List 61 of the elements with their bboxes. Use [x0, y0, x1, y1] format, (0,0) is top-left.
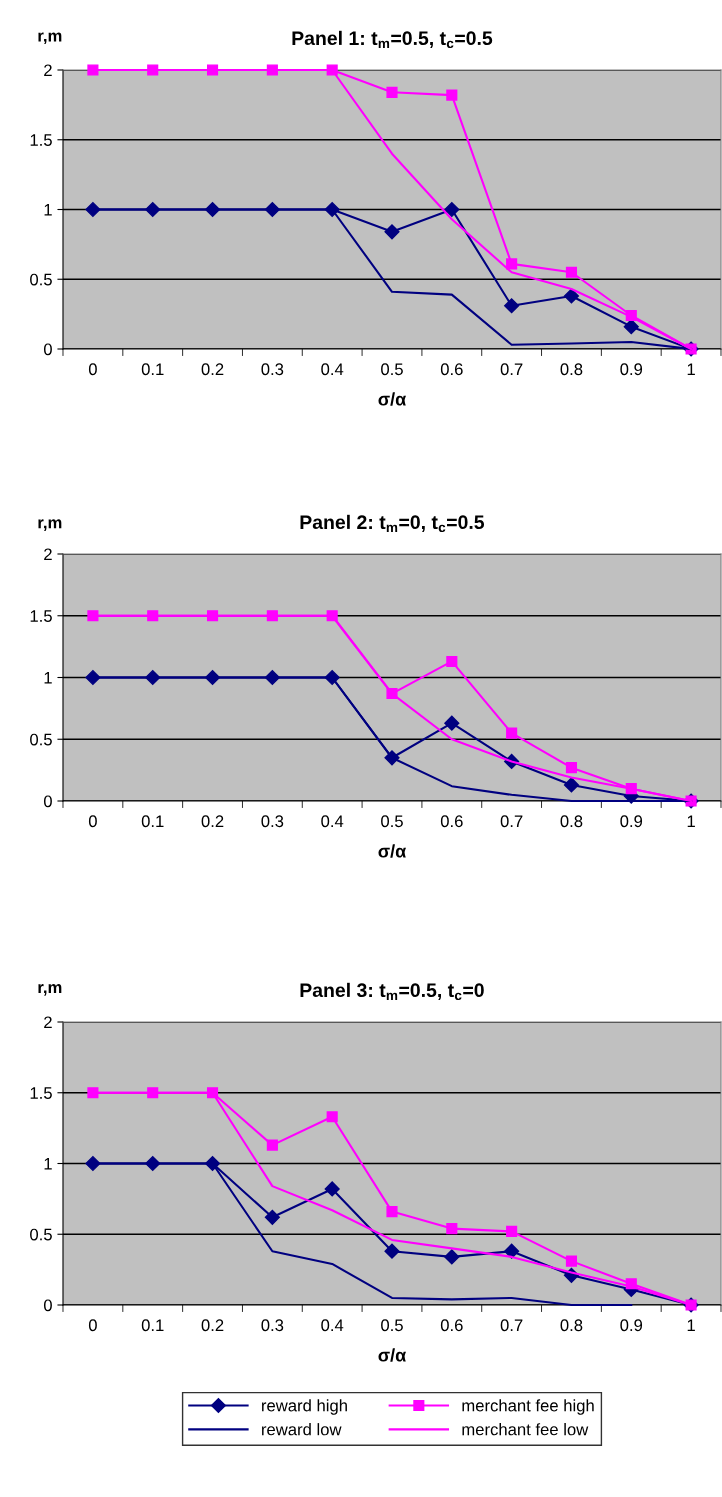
chart-title: Panel 3: t$_{m}$=0.5, t$_{c}$=0: [300, 982, 484, 1001]
y-tick-label: 2: [44, 548, 52, 561]
y-tick-label: 0: [43, 795, 52, 808]
x-tick-label: 0.1: [141, 1319, 164, 1332]
x-tick-label: 0.3: [261, 815, 284, 828]
x-tick-label: 0.6: [440, 815, 463, 828]
x-tick-label: 0.3: [261, 363, 284, 376]
x-tick-label: 0: [88, 363, 97, 376]
x-axis-title: σ/α: [378, 1348, 407, 1362]
x-tick-label: 0.2: [201, 815, 224, 828]
x-tick-label: 0.7: [500, 363, 523, 376]
x-tick-label: 1: [687, 363, 695, 375]
x-tick-label: 0.1: [141, 363, 164, 376]
y-tick-label: 0: [43, 1299, 52, 1312]
x-tick-label: 0.9: [620, 1319, 643, 1332]
y-tick-label: 2: [44, 64, 52, 77]
y-tick-label: 0.5: [30, 733, 52, 746]
x-tick-label: 0: [88, 815, 97, 828]
y-tick-label: 0: [43, 343, 52, 356]
y-tick-label: 2: [44, 1016, 52, 1029]
x-axis-title: σ/α: [378, 844, 407, 858]
y-tick-label: 1.5: [30, 134, 52, 146]
x-tick-label: 0.4: [321, 1319, 344, 1332]
legend-label: reward low: [262, 1423, 342, 1436]
x-tick-label: 0.6: [440, 1319, 463, 1332]
x-tick-label: 1: [687, 1319, 695, 1331]
y-axis-title: r,m: [38, 32, 62, 45]
y-tick-label: 0.5: [30, 273, 52, 286]
x-tick-label: 0.8: [560, 815, 583, 828]
x-tick-label: 0.9: [620, 815, 643, 828]
x-tick-label: 0.1: [141, 815, 164, 828]
x-tick-label: 0.2: [201, 363, 224, 376]
x-tick-label: 0.8: [560, 1319, 583, 1332]
x-axis-title: σ/α: [378, 392, 407, 406]
x-tick-label: 0.7: [500, 1319, 523, 1332]
x-tick-label: 0.7: [500, 815, 523, 828]
x-tick-label: 0.5: [381, 363, 403, 376]
y-tick-label: 1: [44, 672, 52, 684]
y-tick-label: 1.5: [30, 1087, 52, 1099]
y-tick-label: 0.5: [30, 1228, 52, 1241]
legend-label: merchant fee low: [462, 1423, 589, 1436]
x-tick-label: 0.8: [560, 363, 583, 376]
legend-label: reward high: [262, 1399, 347, 1415]
y-tick-label: 1: [44, 1158, 52, 1170]
x-tick-label: 0.3: [261, 1319, 284, 1332]
chart-title: Panel 2: t$_{m}$=0, t$_{c}$=0.5: [300, 514, 485, 533]
chart-title: Panel 1: t$_{m}$=0.5, t$_{c}$=0.5: [292, 30, 493, 49]
y-tick-label: 1: [44, 204, 52, 216]
y-axis-title: r,m: [38, 984, 62, 996]
y-tick-label: 1.5: [30, 610, 52, 622]
x-tick-label: 0.9: [620, 363, 643, 376]
x-tick-label: 0.4: [321, 815, 344, 828]
x-tick-label: 0.2: [201, 1319, 224, 1332]
legend-label: merchant fee high: [462, 1399, 594, 1415]
x-tick-label: 0.5: [381, 1319, 403, 1332]
x-tick-label: 0.6: [440, 363, 463, 376]
x-tick-label: 0.4: [321, 363, 344, 376]
x-tick-label: 1: [687, 815, 695, 827]
x-tick-label: 0: [88, 1319, 97, 1332]
y-axis-title: r,m: [38, 519, 62, 531]
x-tick-label: 0.5: [381, 815, 403, 828]
